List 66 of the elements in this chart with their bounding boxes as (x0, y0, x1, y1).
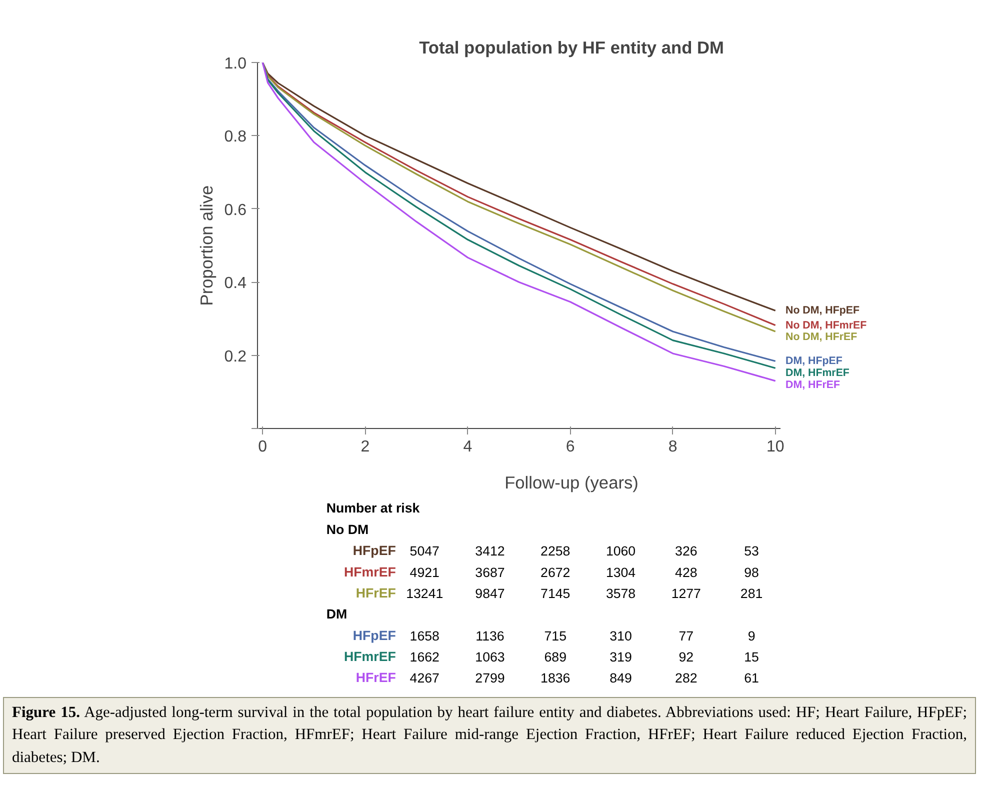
series-label: No DM, HFmrEF (786, 319, 868, 332)
text: 13241 (406, 586, 444, 601)
series-label: No DM, HFpEF (786, 304, 860, 317)
text: 1836 (540, 670, 570, 686)
x-axis-title: Follow-up (years) (504, 472, 638, 492)
y-tick-label: 1.0 (224, 56, 247, 72)
text: 3412 (475, 544, 505, 559)
x-tick-label: 8 (668, 438, 678, 456)
text: HFrEF (356, 585, 396, 600)
text: 849 (610, 670, 632, 686)
text: HFpEF (352, 543, 396, 558)
text: 428 (675, 564, 698, 580)
text: 1277 (671, 586, 701, 601)
text: 92 (678, 649, 694, 664)
series-label: DM, HFrEF (786, 378, 840, 391)
series-label: No DM, HFrEF (786, 331, 858, 344)
text: 53 (744, 544, 759, 559)
chart-title: Total population by HF entity and DM (419, 38, 724, 58)
text: 1060 (606, 544, 636, 559)
y-tick-label: 0.2 (224, 348, 247, 366)
x-tick-label: 0 (258, 438, 268, 456)
text: 1063 (475, 649, 505, 664)
x-tick-label: 4 (463, 438, 472, 456)
text: 2258 (540, 544, 570, 559)
text: 326 (675, 544, 698, 559)
text: 3687 (475, 564, 505, 580)
text: 319 (610, 649, 632, 664)
text: No DM (326, 522, 369, 537)
text: 689 (544, 649, 567, 664)
y-tick-label: 0.4 (224, 275, 247, 292)
text: 1304 (606, 564, 636, 580)
text: 98 (744, 564, 759, 580)
text: 5047 (410, 544, 440, 559)
text: 282 (675, 670, 698, 686)
text: 15 (744, 649, 759, 664)
text: HFmrEF (344, 648, 396, 664)
text: 1662 (410, 649, 440, 664)
series-label: DM, HFpEF (786, 355, 843, 368)
text: 9847 (475, 586, 505, 601)
text: Number at risk (326, 500, 420, 516)
text: 1136 (476, 628, 504, 644)
series-label: DM, HFmrEF (786, 367, 850, 380)
text: 310 (610, 628, 632, 644)
text: HFpEF (352, 628, 396, 643)
y-tick-label: 0.8 (224, 128, 247, 146)
text: 715 (544, 628, 567, 644)
caption: Figure 15. Age-adjusted long-term survival in the total population by heart failure entity and diabetes. Abbreviations used: HF; Heart Failure, HFpEF; Heart Failure preserved Ejection Fraction, HFmrEF; Heart Failure mid-range Ejection Fraction, HFrEF; Heart Failure reduced Ejection Fraction, diabetes; DM. (12, 703, 968, 768)
text: DM (326, 606, 348, 622)
x-tick-label: 2 (360, 438, 370, 456)
text: 77 (678, 628, 694, 644)
text: HFmrEF (344, 564, 396, 580)
x-tick-label: 10 (766, 438, 784, 456)
text: 7145 (540, 586, 570, 601)
y-tick-label: 0.6 (224, 202, 247, 219)
text: 4921 (410, 564, 440, 580)
text: 2799 (475, 670, 505, 686)
text: 9 (748, 628, 756, 644)
text: 4267 (410, 670, 440, 686)
text: 3578 (606, 586, 636, 601)
text: HFrEF (356, 670, 396, 686)
text: 1658 (410, 628, 440, 644)
text: 61 (744, 670, 759, 686)
text: 2672 (540, 564, 570, 580)
text: 281 (740, 586, 763, 601)
x-tick-label: 6 (566, 438, 575, 456)
y-axis-title: Proportion alive (196, 185, 216, 306)
